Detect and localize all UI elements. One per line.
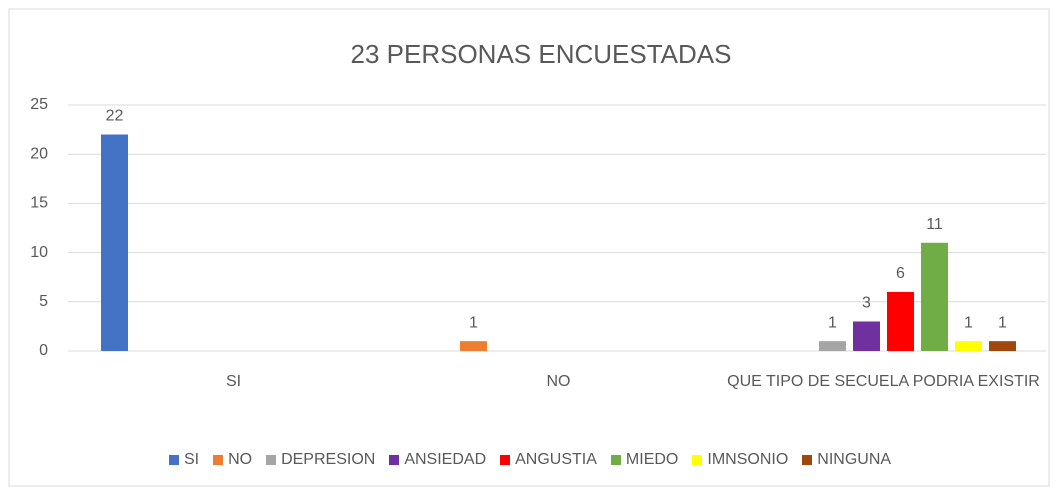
legend-swatch (692, 455, 703, 465)
y-tick-label: 15 (30, 195, 48, 212)
legend-label: SI (183, 451, 200, 468)
y-tick-label: 20 (30, 145, 48, 162)
data-label: 6 (896, 265, 905, 282)
data-label: 1 (998, 314, 1007, 331)
y-tick-label: 25 (30, 96, 48, 113)
legend-swatch (500, 455, 511, 465)
data-label: 3 (862, 295, 871, 312)
bar (819, 341, 846, 351)
legend-swatch (266, 455, 277, 465)
legend-item: DEPRESION (266, 451, 375, 469)
bar (887, 291, 914, 351)
bar (921, 242, 948, 351)
legend-swatch (213, 455, 224, 465)
legend-swatch (389, 455, 400, 465)
y-tick-label: 0 (39, 342, 48, 359)
legend-item: IMNSONIO (692, 451, 788, 469)
chart-title: 23 PERSONAS ENCUESTADAS (351, 39, 732, 69)
legend-item: NINGUNA (802, 451, 891, 469)
data-label: 22 (106, 108, 124, 125)
data-label: 11 (926, 216, 943, 233)
chart-border (8, 8, 1050, 487)
x-tick-group: NO (546, 373, 571, 390)
legend-item: NO (213, 451, 252, 469)
legend-label: NINGUNA (817, 451, 892, 468)
legend-label: ANGUSTIA (515, 451, 597, 468)
legend-item: ANGUSTIA (500, 451, 597, 469)
data-label: 1 (964, 314, 973, 331)
legend-swatch (802, 455, 813, 465)
legend-label: NO (228, 451, 253, 468)
legend: SI NO DEPRESION ANSIEDAD ANGUSTIA MIEDO IMNSON… (0, 451, 1060, 469)
legend-swatch (168, 455, 179, 465)
legend-label: MIEDO (625, 451, 679, 468)
data-label: 1 (469, 314, 478, 331)
x-tick-group: QUE TIPO DE SECUELA PODRIA EXISTIR (727, 373, 1040, 390)
y-tick-label: 10 (30, 244, 48, 261)
legend-label: ANSIEDAD (404, 451, 487, 468)
bar (955, 341, 982, 351)
legend-item: ANSIEDAD (389, 451, 486, 469)
bar (989, 341, 1016, 351)
x-tick-label: SI (225, 373, 242, 390)
bar (460, 341, 487, 351)
legend-label: IMNSONIO (707, 451, 789, 468)
legend-item: SI (168, 451, 200, 469)
x-tick-label: QUE TIPO DE SECUELA PODRIA EXISTIR (727, 373, 1040, 390)
bar (853, 321, 880, 351)
legend-item: MIEDO (610, 451, 679, 469)
y-tick-label: 5 (39, 293, 48, 310)
legend-swatch (610, 455, 621, 465)
legend-label: DEPRESION (281, 451, 376, 468)
x-tick-label: NO (546, 373, 571, 390)
x-tick-group: SI (225, 373, 242, 390)
data-label: 1 (828, 314, 837, 331)
bar (101, 134, 128, 351)
